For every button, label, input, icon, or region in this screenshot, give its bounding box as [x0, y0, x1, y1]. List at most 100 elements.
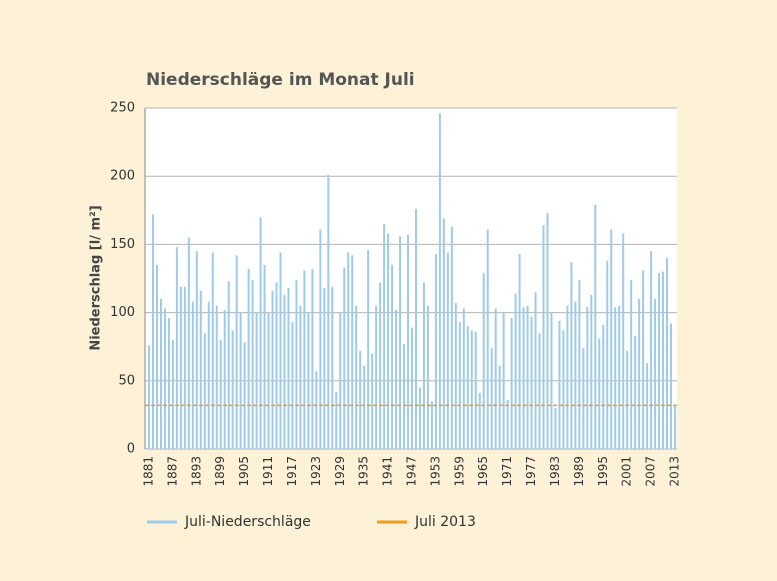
y-tick-label: 100	[110, 305, 135, 320]
bar	[662, 271, 665, 449]
legend-label: Juli-Niederschläge	[184, 514, 311, 530]
bar	[654, 298, 657, 449]
bar	[163, 308, 166, 449]
bar	[367, 249, 370, 449]
bar	[231, 330, 234, 449]
bar	[219, 339, 222, 449]
bar	[474, 331, 477, 449]
bar	[287, 288, 290, 449]
bar	[642, 270, 645, 449]
x-tick-label: 1881	[142, 456, 156, 487]
bar	[323, 288, 326, 449]
bar	[674, 405, 676, 449]
bar	[203, 333, 206, 449]
bar	[550, 312, 553, 449]
bar	[191, 301, 194, 449]
bar	[434, 253, 437, 449]
bar	[355, 305, 358, 449]
bar	[566, 305, 569, 449]
bar	[554, 408, 557, 449]
x-tick-label: 1929	[333, 456, 347, 487]
bar	[327, 174, 330, 449]
bar	[486, 229, 489, 449]
y-axis-label: Niederschlag [l/ m²]	[89, 205, 104, 350]
bar	[494, 308, 497, 449]
x-tick-label: 1887	[165, 456, 179, 487]
bar	[598, 338, 601, 449]
bar	[514, 293, 517, 449]
bar	[502, 312, 505, 449]
bar	[510, 318, 513, 449]
bar	[426, 305, 429, 449]
bar	[155, 264, 158, 449]
x-tick-label: 1989	[572, 456, 586, 487]
bar	[335, 391, 338, 449]
bar	[422, 282, 425, 449]
bar	[646, 363, 649, 449]
bar	[207, 301, 210, 449]
bar	[339, 312, 342, 449]
bar	[534, 292, 537, 449]
y-tick-label: 150	[110, 237, 135, 252]
bar	[462, 308, 465, 449]
bar	[251, 279, 254, 449]
chart-title: Niederschläge im Monat Juli	[146, 70, 415, 90]
bar	[562, 330, 565, 449]
bar	[235, 255, 238, 449]
bar	[458, 322, 461, 449]
bar	[638, 298, 641, 449]
bar	[558, 320, 561, 449]
x-tick-label: 1953	[428, 456, 442, 487]
bar	[243, 342, 246, 449]
x-tick-label: 1911	[261, 456, 275, 487]
x-tick-label: 1971	[500, 456, 514, 487]
bar	[403, 343, 406, 449]
bar	[211, 252, 214, 449]
bar	[379, 282, 382, 449]
bar	[375, 305, 378, 449]
bar	[578, 279, 581, 449]
bar	[666, 258, 669, 449]
bar	[195, 251, 198, 449]
bar	[351, 255, 354, 449]
bar	[283, 294, 286, 449]
bar	[582, 348, 585, 449]
x-tick-label: 1977	[524, 456, 538, 487]
legend-label: Juli 2013	[414, 514, 476, 530]
bar	[506, 399, 509, 449]
bar	[610, 229, 613, 449]
bar	[271, 290, 274, 449]
bar	[430, 401, 433, 449]
bar	[590, 294, 593, 449]
bar	[227, 281, 230, 449]
bar	[363, 365, 366, 449]
x-tick-label: 1995	[596, 456, 610, 487]
bar	[291, 322, 294, 449]
bar	[199, 290, 202, 449]
bar	[482, 273, 485, 449]
x-tick-label: 2007	[644, 456, 658, 487]
bar	[442, 218, 445, 449]
bar	[343, 267, 346, 449]
x-tick-label: 1935	[357, 456, 371, 487]
y-tick-label: 50	[118, 373, 135, 388]
bar	[490, 348, 493, 449]
bar	[223, 309, 226, 449]
bar	[670, 323, 673, 449]
bar	[438, 113, 441, 450]
bar	[295, 279, 298, 449]
bar	[466, 326, 469, 449]
bar	[303, 270, 306, 449]
bar	[526, 305, 529, 449]
bar	[630, 279, 633, 449]
bar	[183, 286, 186, 449]
bar	[307, 312, 310, 449]
x-tick-label: 2013	[668, 456, 682, 487]
bar	[586, 307, 589, 449]
bar	[658, 273, 661, 449]
bar	[319, 229, 322, 449]
bar	[498, 365, 501, 449]
bar	[247, 268, 250, 449]
bar	[622, 233, 625, 449]
bar	[275, 282, 278, 449]
